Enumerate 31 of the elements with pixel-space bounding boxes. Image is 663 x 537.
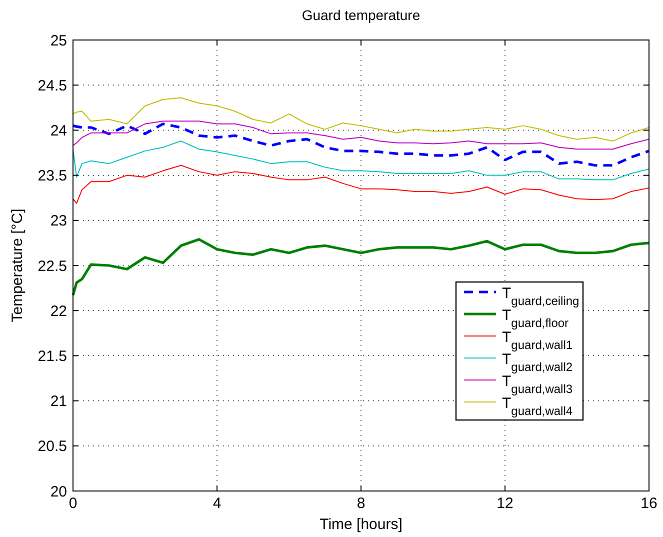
line-series xyxy=(72,97,650,142)
y-tick-label: 20 xyxy=(50,483,67,500)
legend-label: T$_{guard,wall2}$ xyxy=(502,351,573,374)
line-series xyxy=(72,120,650,150)
y-axis-title: Temperature [°C] xyxy=(9,208,26,322)
y-tick-label: 22.5 xyxy=(38,258,67,275)
y-tick-label: 24.5 xyxy=(38,77,67,94)
legend-label: T$_{guard,floor}$ xyxy=(502,307,569,330)
y-tick-label: 23 xyxy=(50,212,67,230)
legend-label: T$_{guard,wall1}$ xyxy=(502,329,573,352)
y-tick-label: 23.5 xyxy=(38,168,67,185)
line-series xyxy=(72,122,650,167)
y-tick-label: 21.5 xyxy=(38,348,67,365)
line-series xyxy=(72,164,650,204)
y-tick-label: 21 xyxy=(50,393,67,410)
legend-label: T$_{guard,wall3}$ xyxy=(502,373,573,396)
y-tick-label: 22 xyxy=(50,302,67,320)
chart-title: Guard temperature xyxy=(302,7,420,23)
legend-label: T$_{guard,wall4}$ xyxy=(502,395,573,418)
y-tick-label: 24 xyxy=(50,122,67,140)
line-series xyxy=(72,140,650,180)
y-tick-label: 20.5 xyxy=(38,438,67,456)
legend-label: T$_{guard,ceiling}$ xyxy=(502,285,580,308)
line-series xyxy=(72,238,650,297)
x-axis-title: Time [hours] xyxy=(320,516,402,533)
x-tick-label: 0 xyxy=(68,495,78,512)
x-tick-label: 8 xyxy=(356,495,366,512)
x-tick-label: 12 xyxy=(496,495,514,512)
x-tick-label: 4 xyxy=(212,495,222,512)
x-tick-label: 16 xyxy=(640,495,658,512)
y-tick-label: 25 xyxy=(50,32,67,50)
